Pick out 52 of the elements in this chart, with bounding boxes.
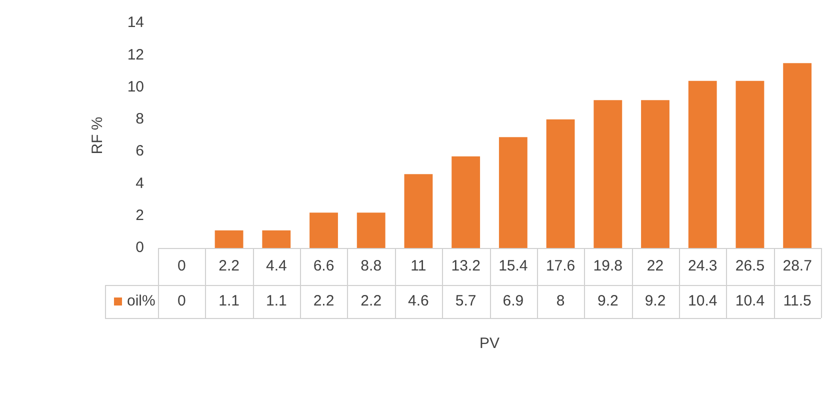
bar bbox=[214, 230, 244, 248]
data-label: 1.1 bbox=[218, 292, 240, 310]
data-label: 2.2 bbox=[313, 292, 334, 310]
x-tick-label: 11 bbox=[410, 258, 426, 275]
bar bbox=[498, 137, 528, 248]
data-label: 6.9 bbox=[502, 292, 524, 310]
bar bbox=[310, 212, 338, 248]
y-tick-label: 14 bbox=[127, 14, 144, 32]
bar bbox=[452, 156, 480, 248]
y-tick-label: 2 bbox=[136, 207, 144, 224]
bar bbox=[356, 212, 386, 248]
data-label: 10.4 bbox=[688, 292, 718, 310]
y-tick-label: 10 bbox=[127, 78, 144, 96]
data-label: 10.4 bbox=[735, 292, 765, 310]
legend-label: oil% bbox=[127, 292, 156, 310]
data-label: 9.2 bbox=[597, 292, 618, 310]
bar bbox=[783, 63, 812, 248]
x-tick-label: 8.8 bbox=[360, 258, 382, 275]
data-label: 0 bbox=[178, 292, 186, 310]
x-tick-label: 22 bbox=[646, 258, 664, 275]
bar bbox=[641, 100, 670, 248]
bar bbox=[594, 100, 622, 248]
x-axis-title: PV bbox=[479, 335, 500, 352]
data-label: 9.2 bbox=[644, 292, 666, 310]
bar bbox=[262, 230, 291, 248]
x-tick-label: 26.5 bbox=[735, 258, 765, 275]
x-tick-label: 24.3 bbox=[688, 258, 718, 275]
y-tick-label: 6 bbox=[136, 142, 144, 160]
y-tick-label: 0 bbox=[136, 239, 144, 256]
bar bbox=[404, 174, 433, 248]
x-tick-label: 17.6 bbox=[546, 258, 576, 275]
x-tick-label: 28.7 bbox=[782, 258, 812, 275]
bar bbox=[736, 80, 764, 248]
data-label: 1.1 bbox=[266, 292, 287, 310]
x-tick-label: 2.2 bbox=[218, 258, 240, 275]
bar bbox=[546, 119, 575, 248]
x-tick-label: 6.6 bbox=[313, 258, 334, 275]
bar bbox=[688, 80, 717, 248]
data-label: 11.5 bbox=[783, 292, 812, 310]
x-tick-label: 0 bbox=[178, 258, 186, 275]
data-label: 2.2 bbox=[360, 292, 382, 310]
x-tick-label: 13.2 bbox=[451, 258, 480, 275]
y-tick-label: 8 bbox=[136, 110, 144, 128]
y-tick-label: 4 bbox=[136, 174, 144, 192]
y-axis-title: RF % bbox=[89, 116, 106, 154]
x-tick-label: 15.4 bbox=[498, 258, 528, 275]
data-label: 4.6 bbox=[408, 292, 429, 310]
data-label: 5.7 bbox=[455, 292, 476, 310]
x-tick-label: 19.8 bbox=[593, 258, 622, 275]
data-label: 8 bbox=[556, 292, 565, 310]
x-tick-label: 4.4 bbox=[266, 258, 287, 275]
y-tick-label: 12 bbox=[127, 46, 144, 64]
